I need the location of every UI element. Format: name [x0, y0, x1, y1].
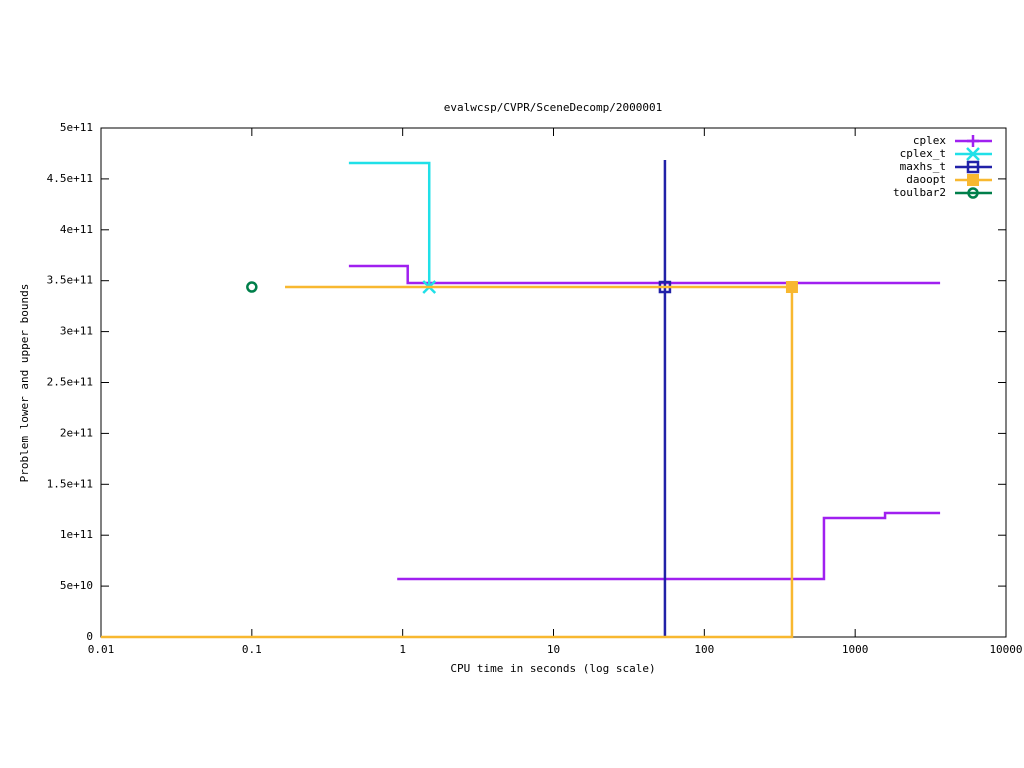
legend-marker: [966, 147, 980, 161]
legend-marker: [967, 135, 979, 147]
legend-label: cplex_t: [900, 147, 946, 160]
y-tick-label: 2e+11: [60, 426, 93, 439]
x-tick-label: 1: [399, 643, 406, 656]
x-tick-label: 10000: [989, 643, 1022, 656]
y-tick-label: 2.5e+11: [47, 376, 93, 389]
y-tick-label: 5e+10: [60, 579, 93, 592]
legend-label: cplex: [913, 134, 946, 147]
legend-label: daoopt: [906, 173, 946, 186]
legend-label: toulbar2: [893, 186, 946, 199]
x-axis-label: CPU time in seconds (log scale): [450, 662, 655, 675]
x-tick-label: 100: [694, 643, 714, 656]
series-line: [348, 264, 941, 285]
y-tick-label: 1.5e+11: [47, 477, 93, 490]
x-tick-label: 0.01: [88, 643, 115, 656]
y-tick-label: 3e+11: [60, 325, 93, 338]
legend-label: maxhs_t: [900, 160, 946, 173]
y-tick-label: 4.5e+11: [47, 172, 93, 185]
legend-marker: [967, 187, 979, 199]
y-tick-label: 0: [86, 630, 93, 643]
y-tick-label: 1e+11: [60, 528, 93, 541]
x-tick-label: 0.1: [242, 643, 262, 656]
series-line: [348, 161, 431, 288]
legend-marker: [966, 160, 980, 174]
y-tick-label: 3.5e+11: [47, 274, 93, 287]
series-line: [101, 285, 794, 639]
series-point: [785, 281, 798, 294]
series-line: [397, 511, 941, 581]
chart-title: evalwcsp/CVPR/SceneDecomp/2000001: [444, 101, 663, 114]
x-tick-label: 1000: [842, 643, 869, 656]
plot-frame: [100, 127, 1007, 638]
series-point: [246, 281, 258, 293]
x-tick-label: 10: [547, 643, 560, 656]
y-tick-label: 5e+11: [60, 121, 93, 134]
legend-marker: [967, 174, 979, 186]
y-axis-label: Problem lower and upper bounds: [18, 284, 31, 483]
y-tick-label: 4e+11: [60, 223, 93, 236]
